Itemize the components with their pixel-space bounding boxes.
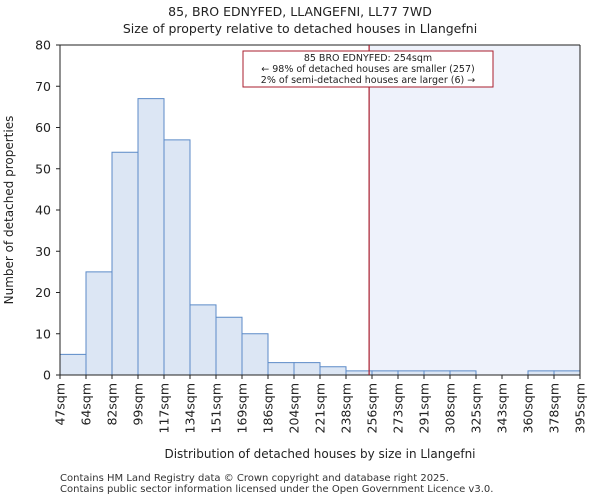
y-tick-label-20: 20 <box>35 285 51 300</box>
bar-117sqm <box>163 139 191 376</box>
bar-273sqm <box>397 370 425 376</box>
bar-256sqm <box>371 370 399 376</box>
y-tick-label-40: 40 <box>35 203 51 218</box>
bar-360sqm <box>527 370 555 376</box>
x-tick-label-99sqm: 99sqm <box>131 383 146 426</box>
x-tick-label-256sqm: 256sqm <box>365 383 380 433</box>
x-axis-label: Distribution of detached houses by size … <box>164 447 475 461</box>
x-tick-label-117sqm: 117sqm <box>157 383 172 433</box>
bar-64sqm <box>85 271 113 376</box>
x-tick-label-308sqm: 308sqm <box>443 383 458 433</box>
bar-308sqm <box>449 370 477 376</box>
x-tick-label-325sqm: 325sqm <box>469 383 484 433</box>
x-tick-label-395sqm: 395sqm <box>573 383 588 433</box>
x-tick-label-186sqm: 186sqm <box>261 383 276 433</box>
footer-attribution: Contains HM Land Registry data © Crown c… <box>60 473 493 495</box>
x-tick-label-360sqm: 360sqm <box>521 383 536 433</box>
bar-378sqm <box>553 370 581 376</box>
bar-169sqm <box>241 333 269 376</box>
histogram-chart: 0 10 20 30 40 50 60 70 80 47sqm 64sqm 82sqm 99sqm 117… <box>2 38 588 462</box>
annotation-line-3: 2% of semi-detached houses are larger (6… <box>261 75 475 86</box>
bar-221sqm <box>319 366 347 376</box>
x-tick-label-221sqm: 221sqm <box>313 383 328 433</box>
chart-title-block: 85, BRO EDNYFED, LLANGEFNI, LL77 7WD Siz… <box>0 3 600 37</box>
x-tick-label-273sqm: 273sqm <box>391 383 406 433</box>
y-tick-label-30: 30 <box>35 244 51 259</box>
x-tick-label-343sqm: 343sqm <box>495 383 510 433</box>
annotation-line-2: ← 98% of detached houses are smaller (25… <box>261 64 474 75</box>
x-tick-label-169sqm: 169sqm <box>235 383 250 433</box>
annotation-box <box>242 50 494 88</box>
x-tick-label-134sqm: 134sqm <box>183 383 198 433</box>
y-tick-label-80: 80 <box>35 38 51 53</box>
y-tick-label-10: 10 <box>35 326 51 341</box>
annotation-line-1: 85 BRO EDNYFED: 254sqm <box>304 53 432 64</box>
bar-204sqm <box>293 362 321 376</box>
footer-line-2: Contains public sector information licen… <box>60 484 494 495</box>
y-tick-label-0: 0 <box>43 368 51 383</box>
x-tick-label-291sqm: 291sqm <box>417 383 432 433</box>
bar-186sqm <box>267 362 295 376</box>
bar-151sqm <box>215 316 243 376</box>
bar-134sqm <box>189 304 217 376</box>
y-tick-label-60: 60 <box>35 120 51 135</box>
x-tick-label-238sqm: 238sqm <box>339 383 354 433</box>
footer-line-1: Contains HM Land Registry data © Crown c… <box>60 473 449 484</box>
chart-title-address: 85, BRO EDNYFED, LLANGEFNI, LL77 7WD <box>168 4 432 19</box>
bar-82sqm <box>111 151 139 376</box>
x-tick-label-47sqm: 47sqm <box>53 383 68 426</box>
bar-47sqm <box>59 353 87 376</box>
x-tick-label-82sqm: 82sqm <box>105 383 120 426</box>
highlight-region <box>368 44 581 376</box>
y-axis-label: Number of detached properties <box>2 116 16 305</box>
bar-99sqm <box>137 98 165 376</box>
x-tick-label-151sqm: 151sqm <box>209 383 224 433</box>
chart-title-subtitle: Size of property relative to detached ho… <box>122 21 478 36</box>
x-tick-label-378sqm: 378sqm <box>547 383 562 433</box>
y-tick-label-70: 70 <box>35 79 51 94</box>
y-tick-label-50: 50 <box>35 161 51 176</box>
bar-238sqm <box>345 370 373 376</box>
bar-291sqm <box>423 370 451 376</box>
x-tick-label-204sqm: 204sqm <box>287 383 302 433</box>
x-tick-label-64sqm: 64sqm <box>79 383 94 426</box>
